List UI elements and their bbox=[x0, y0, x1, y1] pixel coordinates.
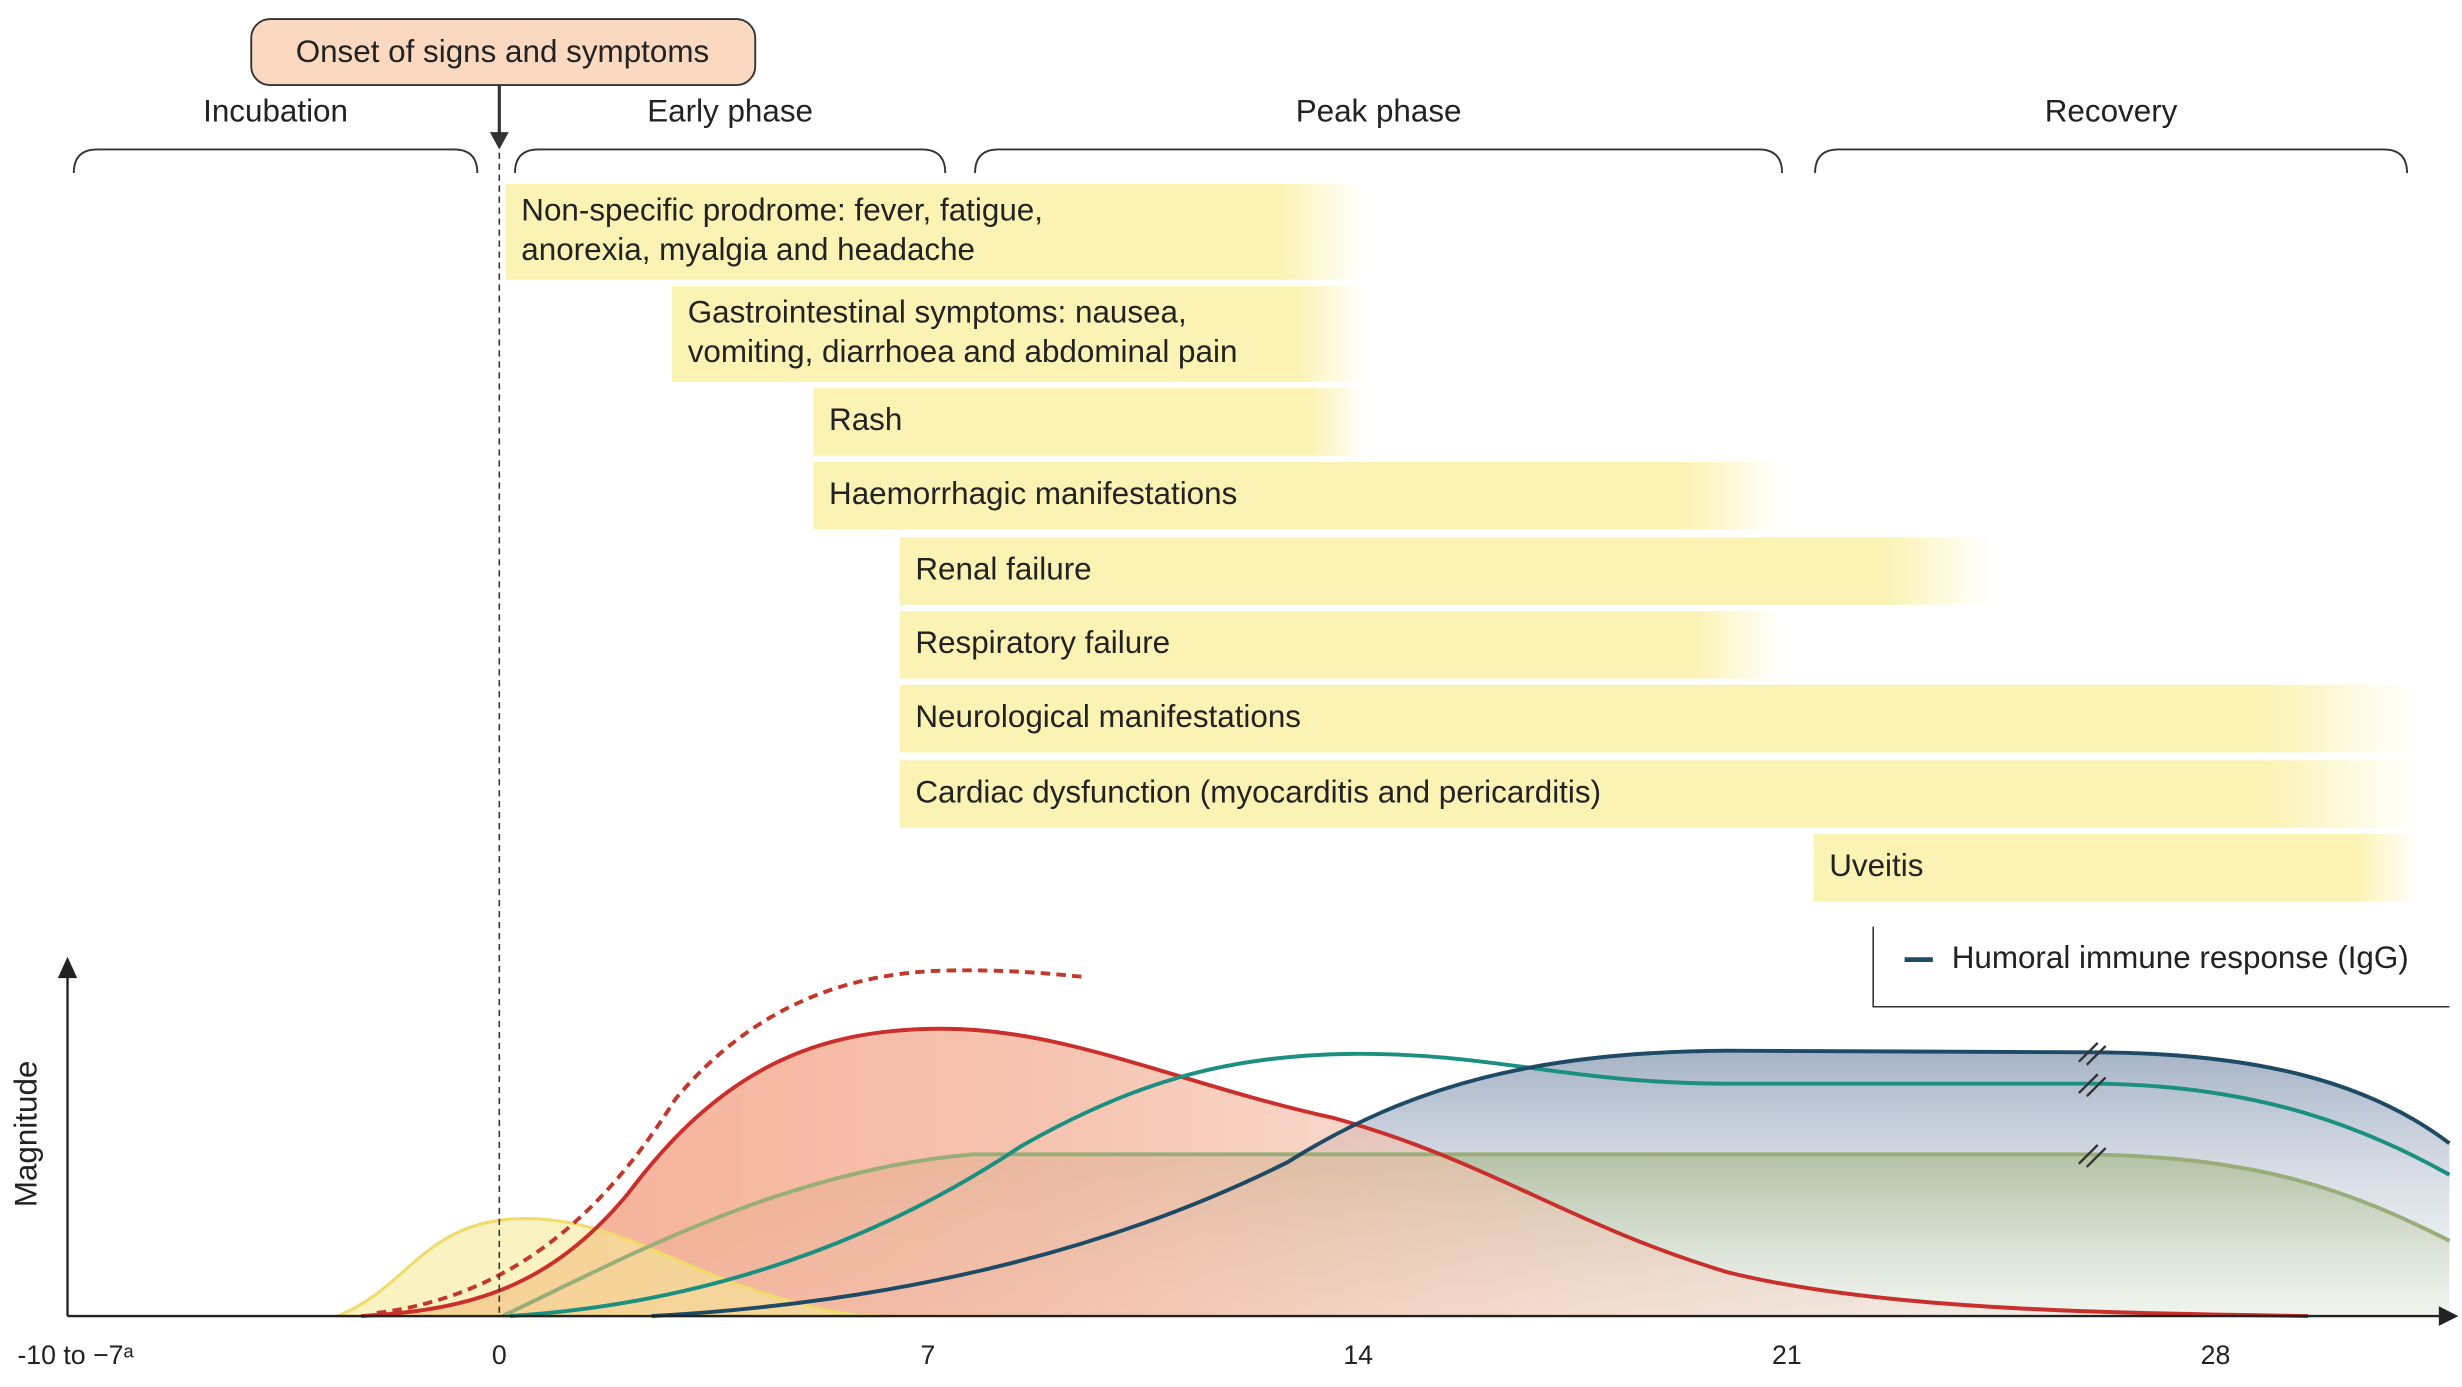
x-tick-label: -10 to −7ᵃ bbox=[17, 1340, 134, 1370]
x-tick-label: 21 bbox=[1772, 1340, 1802, 1370]
symptom-label: Gastrointestinal symptoms: nausea, bbox=[688, 295, 1187, 330]
symptom-bar bbox=[899, 684, 2419, 753]
onset: Onset of signs and symptoms bbox=[250, 18, 757, 1317]
symptom-label: Renal failure bbox=[915, 551, 1091, 586]
axis-breaks bbox=[2078, 1042, 2107, 1168]
symptom-bar bbox=[813, 388, 1367, 456]
curves bbox=[336, 968, 2451, 1319]
x-tick-label: 28 bbox=[2201, 1340, 2231, 1370]
symptom-label: Neurological manifestations bbox=[915, 699, 1301, 734]
x-tick-label: 7 bbox=[921, 1340, 936, 1370]
onset-box bbox=[250, 18, 757, 87]
phase-label: Peak phase bbox=[1296, 94, 1462, 129]
symptom-bar bbox=[1813, 834, 2419, 902]
phase-bracket bbox=[974, 148, 1784, 174]
phase-bracket bbox=[1814, 148, 2408, 174]
symptom-bar bbox=[899, 760, 2419, 828]
axes bbox=[57, 956, 2459, 1326]
phase-bracket bbox=[72, 148, 479, 174]
area-red bbox=[361, 1028, 2309, 1317]
phase-label: Recovery bbox=[2045, 94, 2178, 129]
onset-arrowhead bbox=[489, 132, 509, 150]
symptom-label: Non-specific prodrome: fever, fatigue, bbox=[521, 193, 1043, 228]
x-arrowhead bbox=[2438, 1306, 2459, 1326]
symptom-label: vomiting, diarrhoea and abdominal pain bbox=[688, 334, 1238, 369]
legend-label: Humoral immune response (IgG) bbox=[1952, 940, 2409, 975]
symptom-label: Uveitis bbox=[1829, 848, 1923, 883]
symptom-label: anorexia, myalgia and headache bbox=[521, 232, 975, 267]
symptom-bars: Non-specific prodrome: fever, fatigue, an… bbox=[505, 183, 2419, 902]
legend-frame bbox=[1872, 926, 2450, 1008]
curve-red bbox=[361, 1026, 2309, 1319]
curve-red-dashed bbox=[376, 968, 1084, 1315]
legend: Humoral immune response (IgG) bbox=[1872, 926, 2450, 1008]
y-arrowhead bbox=[57, 956, 78, 979]
symptom-bar bbox=[672, 286, 1367, 382]
symptom-bar bbox=[505, 183, 1367, 280]
phase-label: Incubation bbox=[203, 94, 348, 129]
curve-navy bbox=[651, 1048, 2451, 1319]
curve-teal bbox=[510, 1051, 2451, 1319]
symptom-label: Haemorrhagic manifestations bbox=[829, 476, 1237, 511]
y-axis-label: Magnitude bbox=[9, 1061, 44, 1208]
area-yellow bbox=[336, 1217, 880, 1318]
phase-bracket bbox=[514, 148, 947, 174]
phase-label: Early phase bbox=[647, 94, 813, 129]
onset-label: Onset of signs and symptoms bbox=[296, 34, 710, 69]
curve-green bbox=[501, 1152, 2451, 1318]
symptom-label: Cardiac dysfunction (myocarditis and per… bbox=[915, 774, 1601, 809]
symptom-bar bbox=[899, 537, 1995, 605]
symptom-bar bbox=[899, 611, 1783, 679]
x-tick-label: 0 bbox=[492, 1340, 507, 1370]
symptom-label: Respiratory failure bbox=[915, 625, 1170, 660]
symptom-label: Rash bbox=[829, 402, 902, 437]
x-tick-label: 14 bbox=[1343, 1340, 1373, 1370]
symptom-bar bbox=[813, 461, 1783, 530]
